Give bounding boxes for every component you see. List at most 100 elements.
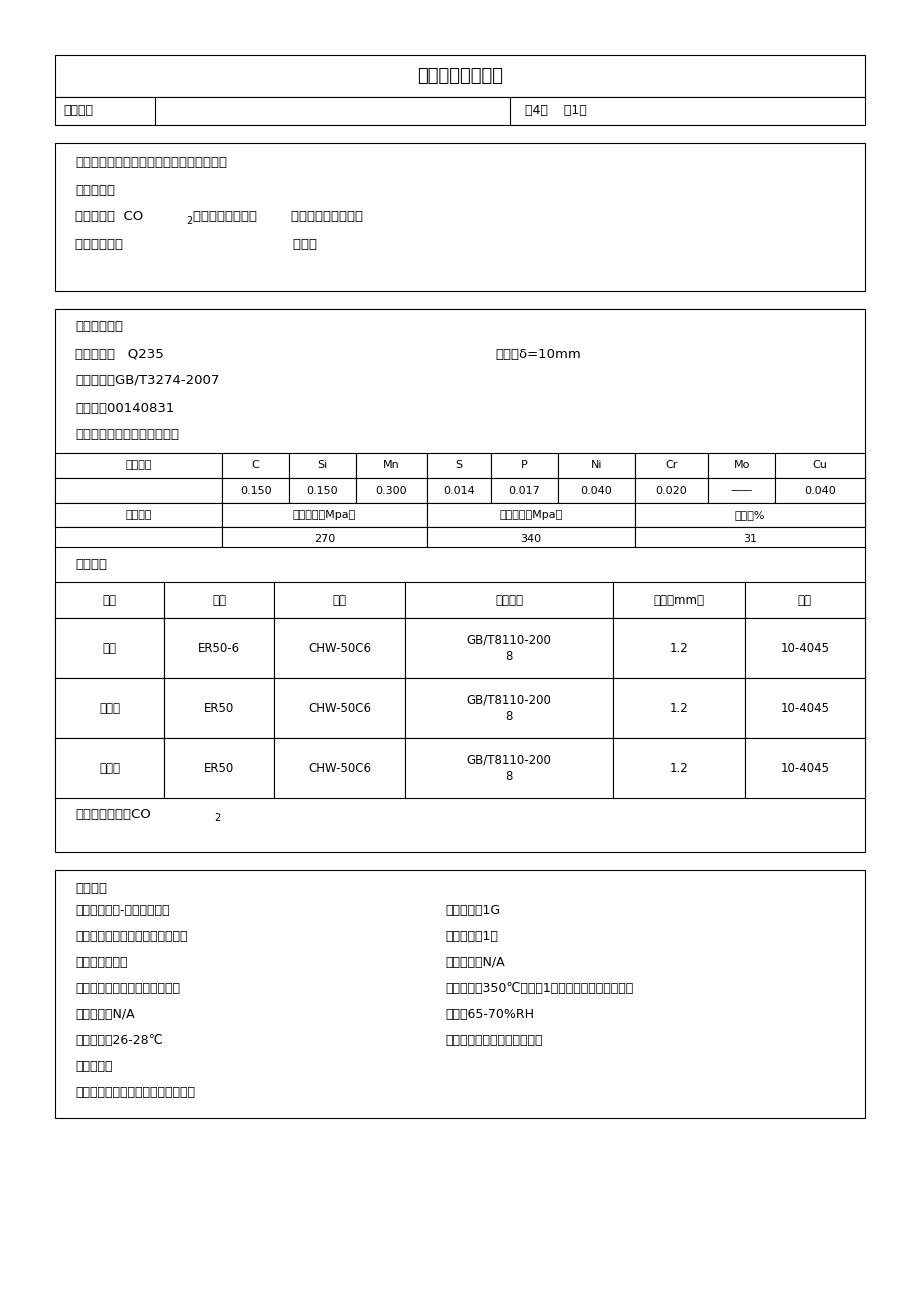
Text: 保护气体类型：CO: 保护气体类型：CO — [75, 807, 151, 820]
Bar — [55, 309, 864, 529]
Bar — [221, 478, 289, 503]
Text: 层间温度：N/A: 层间温度：N/A — [75, 1008, 134, 1021]
Text: 型号: 型号 — [212, 594, 226, 607]
Text: 0.014: 0.014 — [442, 486, 474, 496]
Bar — [634, 503, 864, 527]
Text: 0.020: 0.020 — [655, 486, 686, 496]
Text: 气体保护半自动焊        机械化程度：半自动: 气体保护半自动焊 机械化程度：半自动 — [193, 211, 363, 224]
Bar — [55, 478, 221, 503]
Text: 8: 8 — [505, 651, 513, 664]
Bar — [221, 503, 426, 527]
Text: 焊前及层间清理：角向砂轮机: 焊前及层间清理：角向砂轮机 — [445, 1034, 542, 1047]
Bar — [165, 618, 274, 678]
Text: 单位名称：奎屯华能火电设备安装工程公司: 单位名称：奎屯华能火电设备安装工程公司 — [75, 156, 227, 169]
Text: 8: 8 — [505, 771, 513, 784]
Text: ER50: ER50 — [204, 702, 234, 715]
Text: 规格（mm）: 规格（mm） — [652, 594, 704, 607]
Text: 钢管主要化学成分及机械性能: 钢管主要化学成分及机械性能 — [75, 428, 179, 441]
Bar — [613, 738, 743, 798]
Text: 0.017: 0.017 — [508, 486, 539, 496]
Bar — [55, 582, 165, 618]
Bar — [356, 453, 426, 478]
Text: Mn: Mn — [382, 461, 399, 470]
Text: 共4页    第1页: 共4页 第1页 — [525, 104, 586, 117]
Text: 执行标准：GB/T3274-2007: 执行标准：GB/T3274-2007 — [75, 375, 219, 388]
Bar — [774, 478, 864, 503]
Bar — [405, 678, 613, 738]
Bar — [55, 618, 165, 678]
Text: Mo: Mo — [732, 461, 749, 470]
Bar — [613, 582, 743, 618]
Bar — [55, 547, 864, 852]
Text: 焊接工艺评定报告: 焊接工艺评定报告 — [416, 66, 503, 85]
Bar — [55, 527, 221, 551]
Bar — [55, 870, 864, 1118]
Text: 10-4045: 10-4045 — [779, 642, 828, 655]
Text: GB/T8110-200: GB/T8110-200 — [466, 634, 551, 647]
Bar — [743, 582, 864, 618]
Text: 2: 2 — [214, 812, 220, 823]
Bar — [743, 738, 864, 798]
Text: 试验用钢管：: 试验用钢管： — [75, 320, 123, 333]
Text: 0.300: 0.300 — [375, 486, 406, 496]
Text: 屈服强度（Mpa）: 屈服强度（Mpa） — [292, 510, 356, 519]
Text: 湿度：65-70%RH: 湿度：65-70%RH — [445, 1008, 533, 1021]
Text: 焊接方向：平焊: 焊接方向：平焊 — [75, 956, 128, 969]
Text: C: C — [252, 461, 259, 470]
Text: Si: Si — [317, 461, 327, 470]
Text: 0.150: 0.150 — [240, 486, 271, 496]
Bar — [426, 527, 634, 551]
Bar — [634, 527, 864, 551]
Text: 焊条烘干：350℃，保温1小时（填充、盖面焊条）: 焊条烘干：350℃，保温1小时（填充、盖面焊条） — [445, 982, 632, 995]
Text: Ni: Ni — [590, 461, 601, 470]
Text: 化学成分: 化学成分 — [125, 461, 152, 470]
Text: GB/T8110-200: GB/T8110-200 — [466, 694, 551, 707]
Text: 下料方式：氧-乙炔火焰切割: 下料方式：氧-乙炔火焰切割 — [75, 904, 169, 917]
Bar — [165, 678, 274, 738]
Text: 0.150: 0.150 — [306, 486, 338, 496]
Bar — [274, 582, 405, 618]
Bar — [165, 738, 274, 798]
Text: CHW-50C6: CHW-50C6 — [308, 702, 370, 715]
Text: ——: —— — [730, 486, 752, 496]
Text: 坡口加工方式：打磨去除热影响区: 坡口加工方式：打磨去除热影响区 — [75, 930, 187, 943]
Bar — [405, 738, 613, 798]
Bar — [491, 453, 557, 478]
Text: 报告编号：: 报告编号： — [75, 184, 115, 197]
Bar — [55, 738, 165, 798]
Text: 焊接材料: 焊接材料 — [75, 559, 107, 572]
Bar — [426, 453, 491, 478]
Text: 焊接设备：直流弧焊电源下降外特性: 焊接设备：直流弧焊电源下降外特性 — [75, 1086, 195, 1099]
Bar — [743, 678, 864, 738]
Bar — [356, 478, 426, 503]
Text: 焊接数量：1名: 焊接数量：1名 — [445, 930, 497, 943]
Bar — [274, 678, 405, 738]
Text: P: P — [520, 461, 528, 470]
Text: 预热温度：N/A: 预热温度：N/A — [445, 956, 505, 969]
Text: CHW-50C6: CHW-50C6 — [308, 762, 370, 775]
Bar — [274, 738, 405, 798]
Text: Cr: Cr — [664, 461, 677, 470]
Bar — [405, 618, 613, 678]
Bar — [274, 618, 405, 678]
Text: ER50-6: ER50-6 — [198, 642, 240, 655]
Text: 1.2: 1.2 — [669, 642, 687, 655]
Text: GB/T8110-200: GB/T8110-200 — [466, 754, 551, 767]
Text: 风速：静风: 风速：静风 — [75, 1060, 112, 1073]
Text: 1.2: 1.2 — [669, 762, 687, 775]
Bar — [55, 453, 221, 478]
Bar — [557, 478, 634, 503]
Bar — [55, 678, 165, 738]
Bar — [613, 678, 743, 738]
Bar — [774, 453, 864, 478]
Text: 焊接方法：  CO: 焊接方法： CO — [75, 211, 143, 224]
Bar — [165, 582, 274, 618]
Text: 抗拉强度（Mpa）: 抗拉强度（Mpa） — [498, 510, 562, 519]
Bar — [708, 453, 774, 478]
Text: 批准人签字：                                        日期：: 批准人签字： 日期： — [75, 237, 317, 250]
Text: 焊材: 焊材 — [103, 594, 117, 607]
Text: 生产率%: 生产率% — [734, 510, 765, 519]
Text: 0.040: 0.040 — [803, 486, 835, 496]
Text: 验收标准: 验收标准 — [494, 594, 523, 607]
Bar — [55, 55, 864, 98]
